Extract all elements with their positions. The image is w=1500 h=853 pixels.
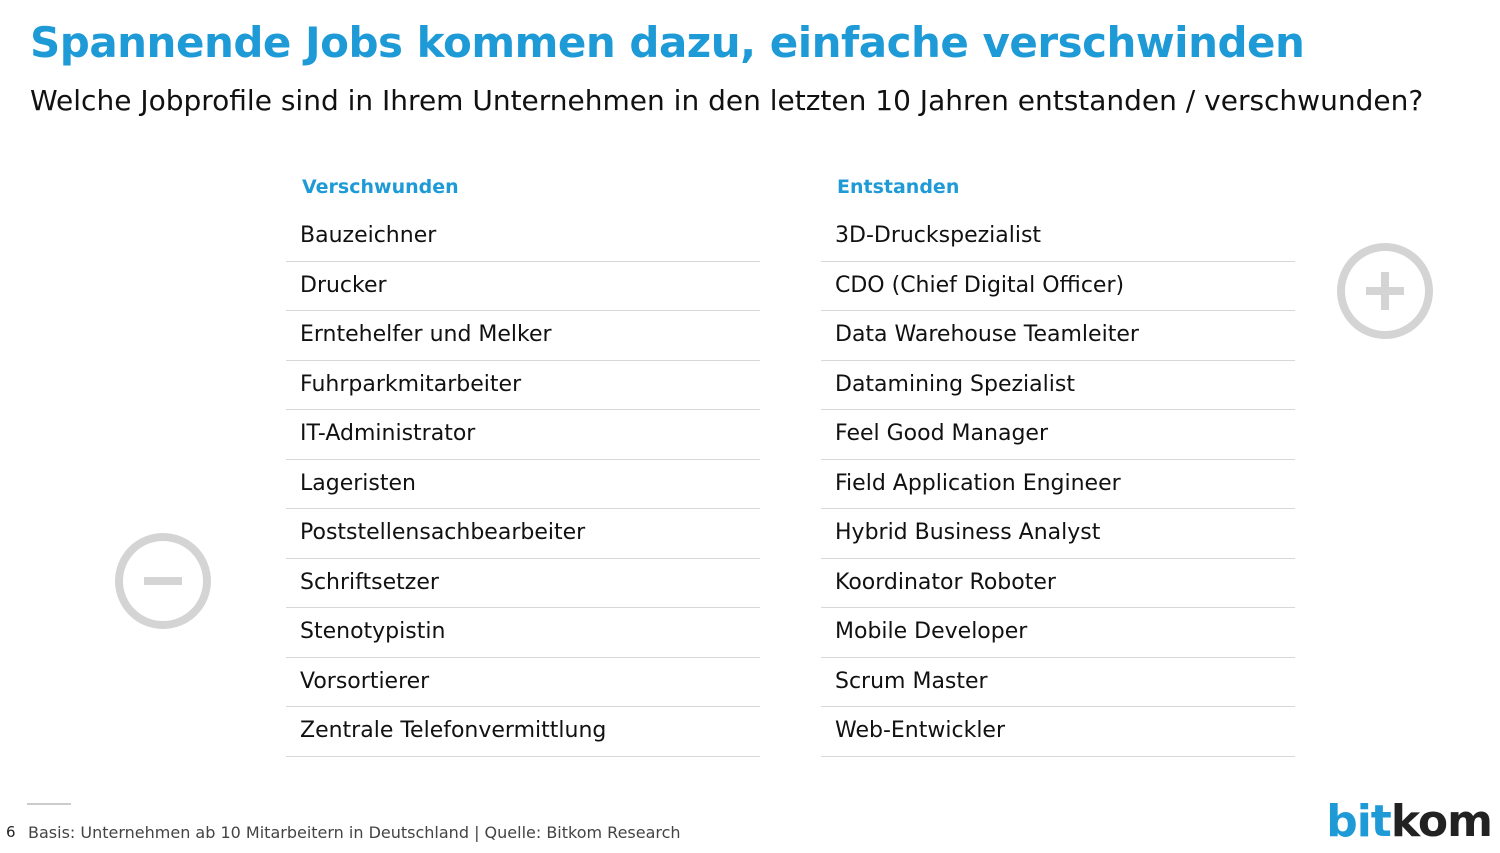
job-item: Web-Entwickler	[821, 707, 1295, 757]
job-item: Fuhrparkmitarbeiter	[286, 361, 760, 410]
job-list: 3D-Druckspezialist CDO (Chief Digital Off…	[821, 212, 1295, 757]
source-note: Basis: Unternehmen ab 10 Mitarbeitern in…	[28, 823, 681, 842]
subtitle: Welche Jobprofile sind in Ihrem Unterneh…	[30, 84, 1424, 117]
column-verschwunden: Verschwunden Bauzeichner Drucker Erntehelfe…	[286, 172, 760, 757]
logo-part: bit	[1326, 796, 1392, 847]
job-item: Data Warehouse Teamleiter	[821, 311, 1295, 361]
job-item: Scrum Master	[821, 658, 1295, 707]
logo: bitkom	[1326, 796, 1493, 847]
title: Spannende Jobs kommen dazu, einfache ver…	[30, 18, 1305, 67]
column-entstanden: Entstanden 3D-Druckspezialist CDO (Chief D…	[821, 172, 1295, 757]
page-number: 6	[6, 823, 16, 841]
minus-icon	[115, 533, 211, 629]
job-item: IT-Administrator	[286, 410, 760, 460]
plus-icon	[1337, 243, 1433, 339]
job-item: Vorsortierer	[286, 658, 760, 707]
job-item: Bauzeichner	[286, 212, 760, 262]
column-heading: Verschwunden	[302, 176, 459, 198]
job-item: Schriftsetzer	[286, 559, 760, 608]
job-item: Mobile Developer	[821, 608, 1295, 658]
job-item: Zentrale Telefonvermittlung	[286, 707, 760, 757]
logo-part: kom	[1390, 796, 1493, 847]
job-list: Bauzeichner Drucker Erntehelfer und Melker…	[286, 212, 760, 757]
job-item: Feel Good Manager	[821, 410, 1295, 460]
job-item: Lageristen	[286, 460, 760, 509]
job-item: Koordinator Roboter	[821, 559, 1295, 608]
column-heading: Entstanden	[837, 176, 960, 198]
job-item: Drucker	[286, 262, 760, 311]
job-item: Hybrid Business Analyst	[821, 509, 1295, 559]
job-item: CDO (Chief Digital Officer)	[821, 262, 1295, 311]
job-item: Erntehelfer und Melker	[286, 311, 760, 361]
job-item: Stenotypistin	[286, 608, 760, 658]
footer-rule	[27, 803, 71, 805]
job-item: 3D-Druckspezialist	[821, 212, 1295, 262]
job-item: Datamining Spezialist	[821, 361, 1295, 410]
job-item: Poststellensachbearbeiter	[286, 509, 760, 559]
job-item: Field Application Engineer	[821, 460, 1295, 509]
